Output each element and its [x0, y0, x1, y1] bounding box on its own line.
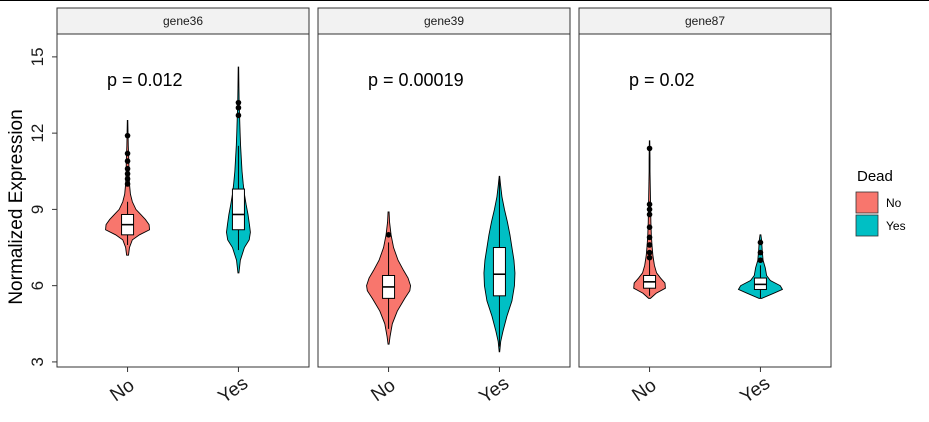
boxplot-box [492, 247, 506, 297]
facet-panel-gene36: gene36 p = 0.012 No Yes [56, 7, 310, 408]
y-tick-label: 6 [28, 281, 47, 290]
outlier-point [124, 171, 131, 177]
violin-no [105, 119, 151, 256]
panel-frame [578, 33, 832, 368]
outlier-point [235, 112, 242, 119]
facet-strip-label: gene36 [163, 14, 203, 28]
outlier-point [124, 132, 131, 139]
outlier-point [124, 150, 131, 157]
legend-label-no: No [886, 196, 902, 210]
outlier-point [757, 239, 764, 246]
outlier-point [757, 249, 764, 256]
x-tick-label: No [106, 375, 138, 406]
y-tick-label: 3 [28, 357, 47, 366]
outlier-point [646, 201, 653, 208]
x-tick-label: Yes [476, 373, 513, 408]
facet-strip-label: gene87 [685, 14, 725, 28]
legend-swatch-no [855, 191, 879, 214]
x-tick-label: No [367, 375, 399, 406]
outlier-point [646, 242, 653, 248]
outlier-point [646, 224, 653, 230]
facet-strip [317, 7, 571, 35]
x-tick-label: Yes [737, 373, 774, 408]
p-value-annotation: p = 0.00019 [368, 70, 464, 90]
facet-strip-label: gene39 [424, 14, 464, 28]
outlier-point [235, 104, 242, 111]
outlier-point [646, 206, 653, 213]
legend-label-yes: Yes [886, 219, 906, 233]
outlier-point [124, 176, 131, 182]
facet-panels: 3 6 9 12 15 gene36 p = 0.012 No Yes gene39 p = 0.0… [28, 7, 832, 408]
facet-strip [578, 7, 832, 35]
outlier-point [646, 145, 653, 152]
outlier-point [646, 211, 653, 218]
x-tick-label: Yes [215, 373, 252, 408]
outlier-point [646, 234, 653, 241]
outlier-point [124, 165, 131, 172]
p-value-annotation: p = 0.012 [107, 70, 183, 90]
outlier-point [385, 232, 392, 238]
outlier-point [646, 254, 653, 261]
outlier-point [646, 249, 653, 256]
x-tick-label: No [628, 375, 660, 406]
y-axis-label: Normalized Expression [6, 109, 27, 304]
boxplot-box [231, 188, 245, 231]
y-tick-label: 9 [28, 205, 47, 214]
legend-title: Dead [857, 168, 893, 185]
outlier-point [124, 181, 131, 187]
legend: Dead No Yes [855, 168, 906, 237]
panel-frame [317, 33, 571, 368]
facet-panel-gene39: gene39 p = 0.00019 No Yes [317, 7, 571, 408]
outlier-point [235, 99, 242, 106]
y-tick-label: 12 [28, 124, 47, 143]
legend-swatch-yes [855, 214, 879, 237]
facet-panel-gene87: gene87 p = 0.02 No Yes [578, 7, 832, 408]
p-value-annotation: p = 0.02 [629, 70, 695, 90]
outlier-point [757, 257, 764, 264]
outlier-point [124, 158, 131, 164]
panel-frame [56, 33, 310, 368]
y-tick-label: 15 [28, 47, 47, 66]
violin-no [633, 140, 666, 299]
